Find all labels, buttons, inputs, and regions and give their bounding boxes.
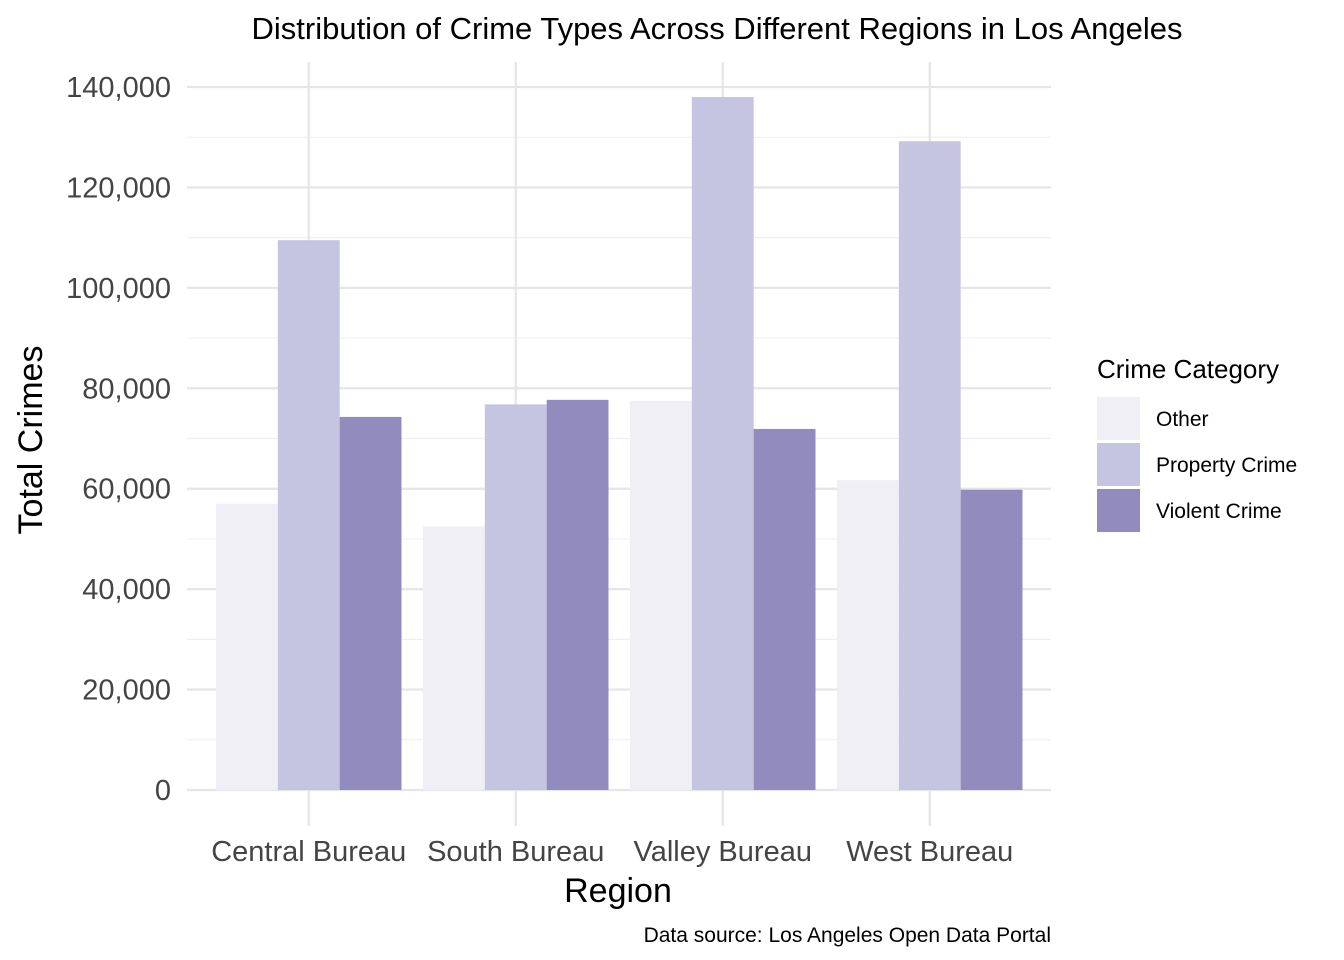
y-tick-label: 40,000 bbox=[82, 574, 171, 606]
bar-property-crime bbox=[898, 141, 961, 790]
bars bbox=[216, 97, 1023, 791]
x-axis-ticks: Central Bureau South Bureau Valley Bureau W… bbox=[211, 836, 1013, 868]
legend-title: Crime Category bbox=[1097, 354, 1279, 384]
bar-violent-crime bbox=[546, 399, 609, 790]
bar-property-crime bbox=[277, 240, 340, 790]
y-axis-title: Total Crimes bbox=[12, 346, 50, 535]
legend-swatch bbox=[1097, 397, 1140, 440]
bar-property-crime bbox=[484, 404, 547, 790]
y-tick-label: 20,000 bbox=[82, 675, 171, 707]
chart-title: Distribution of Crime Types Across Diffe… bbox=[251, 11, 1182, 46]
chart-caption: Data source: Los Angeles Open Data Porta… bbox=[644, 924, 1051, 947]
x-tick-label: South Bureau bbox=[427, 836, 604, 868]
y-tick-label: 80,000 bbox=[82, 373, 171, 405]
y-tick-label: 60,000 bbox=[82, 474, 171, 506]
bar-other bbox=[423, 526, 485, 790]
x-tick-label: Central Bureau bbox=[211, 836, 406, 868]
bar-other bbox=[216, 503, 278, 790]
legend: Crime Category Other Property Crime Violen… bbox=[1097, 354, 1297, 532]
x-tick-label: Valley Bureau bbox=[634, 836, 812, 868]
legend-label: Property Crime bbox=[1156, 454, 1297, 477]
bar-violent-crime bbox=[960, 489, 1023, 790]
legend-items: Other Property Crime Violent Crime bbox=[1097, 397, 1297, 532]
legend-swatch bbox=[1097, 443, 1140, 486]
bar-violent-crime bbox=[339, 416, 402, 790]
legend-swatch bbox=[1097, 489, 1140, 532]
legend-label: Other bbox=[1156, 408, 1209, 431]
y-tick-label: 140,000 bbox=[66, 72, 171, 104]
bar-property-crime bbox=[691, 97, 754, 791]
y-axis-ticks: 0 20,000 40,000 60,000 80,000 100,000 120,000 1… bbox=[66, 72, 171, 807]
y-tick-label: 100,000 bbox=[66, 273, 171, 305]
bar-other bbox=[837, 480, 899, 790]
bar-violent-crime bbox=[753, 428, 816, 790]
x-tick-label: West Bureau bbox=[846, 836, 1013, 868]
y-tick-label: 120,000 bbox=[66, 172, 171, 204]
y-tick-label: 0 bbox=[155, 775, 171, 807]
bar-other bbox=[630, 400, 692, 790]
legend-label: Violent Crime bbox=[1156, 500, 1282, 523]
x-axis-title: Region bbox=[564, 872, 672, 910]
